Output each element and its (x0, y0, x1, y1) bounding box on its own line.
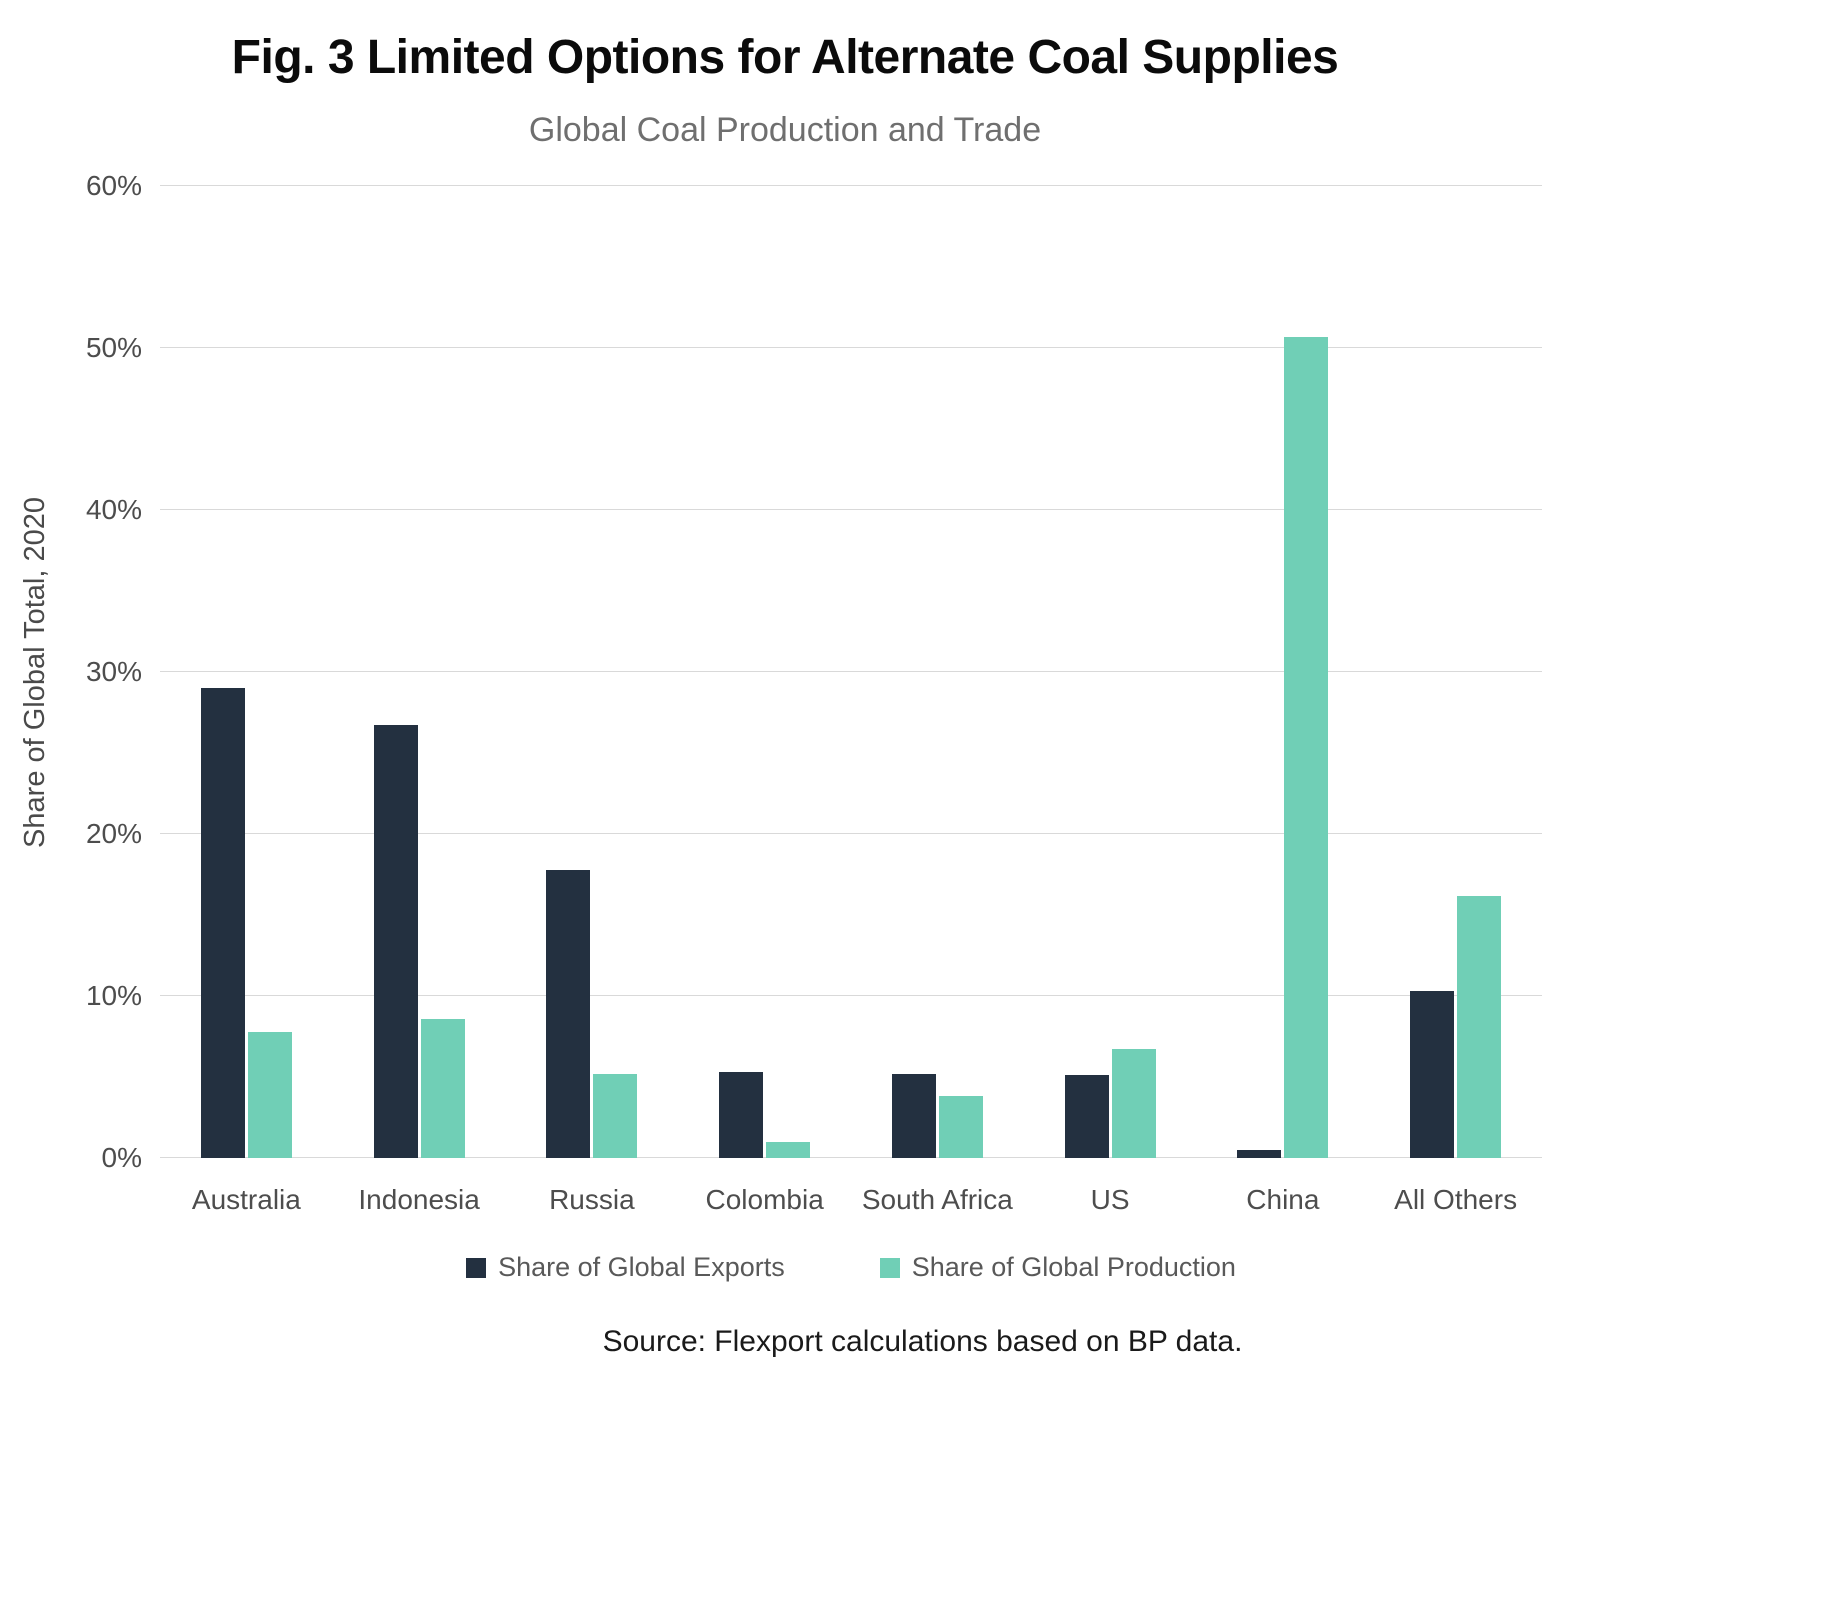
x-tick-label: South Africa (861, 1184, 1013, 1215)
bar-south-africa-exports (891, 1073, 936, 1158)
x-tick-label: Australia (191, 1184, 301, 1215)
bar-australia-production (247, 1031, 292, 1158)
legend-item: Share of Global Exports (466, 1252, 785, 1283)
y-tick-label: 60% (85, 170, 142, 201)
gridline (160, 509, 1542, 511)
bar-russia-production (593, 1073, 638, 1158)
legend-item: Share of Global Production (879, 1252, 1236, 1283)
legend-label: Share of Global Production (911, 1252, 1236, 1282)
chart-body: Share of Global Total, 2020 0% 10% 20% 30% 4… (0, 170, 1845, 1173)
figure-title: Fig. 3 Limited Options for Alternate Coa… (231, 31, 1339, 84)
bar-south-africa-production (938, 1096, 983, 1158)
y-tick-label: 20% (85, 818, 142, 850)
bar-all-others-production (1457, 895, 1502, 1158)
gridline (160, 185, 1542, 186)
bar-china-exports (1237, 1149, 1282, 1158)
bar-group-all-others (1369, 186, 1542, 1158)
gridline (160, 995, 1542, 997)
source-note: Source: Flexport calculations based on B… (602, 1325, 1243, 1358)
x-tick-label: US (1090, 1184, 1130, 1215)
chart-title: Global Coal Production and Trade (528, 111, 1042, 149)
bar-china-production (1284, 336, 1329, 1158)
x-tick-label: Indonesia (358, 1184, 480, 1215)
y-tick-label: 10% (85, 980, 142, 1012)
gridline (160, 1157, 1542, 1158)
y-axis-label: Share of Global Total, 2020 (18, 496, 51, 848)
bar-colombia-exports (719, 1072, 764, 1158)
bar-group-colombia (678, 186, 851, 1158)
gridline (160, 833, 1542, 835)
bar-group-south-africa (851, 186, 1024, 1158)
bar-indonesia-production (420, 1018, 465, 1158)
bar-all-others-exports (1410, 991, 1455, 1158)
x-axis-labels: Australia Indonesia Russia Colombia South Af… (160, 1158, 1542, 1216)
bar-us-production (1111, 1049, 1156, 1158)
figure-header: Fig. 3 Limited Options for Alternate Coa… (0, 30, 1570, 150)
bar-group-australia (160, 186, 333, 1158)
bar-group-us (1024, 186, 1197, 1158)
legend-swatch-icon (879, 1257, 900, 1278)
y-tick-label: 30% (85, 656, 142, 687)
coal-supply-figure: Fig. 3 Limited Options for Alternate Coa… (0, 30, 1845, 1358)
legend: Share of Global Exports Share of Global P… (160, 1252, 1542, 1283)
gridline (160, 347, 1542, 348)
bar-australia-exports (200, 688, 245, 1158)
bar-series (160, 186, 1542, 1158)
gridline (160, 671, 1542, 672)
x-tick-label: All Others (1394, 1184, 1518, 1215)
x-tick-label: Russia (549, 1184, 635, 1215)
x-tick-label: China (1246, 1184, 1320, 1215)
y-tick-label: 50% (85, 332, 142, 363)
bar-indonesia-exports (373, 725, 418, 1158)
y-tick-label: 40% (85, 494, 142, 526)
x-tick-label: Colombia (705, 1184, 824, 1215)
bar-russia-exports (546, 869, 591, 1158)
y-tick-label: 0% (101, 1142, 142, 1173)
bar-colombia-production (766, 1141, 811, 1158)
plot-area: 0% 10% 20% 30% 40% 50% 60% (86, 170, 1542, 1173)
bar-group-russia (506, 186, 679, 1158)
legend-swatch-icon (466, 1257, 487, 1278)
legend-label: Share of Global Exports (498, 1252, 785, 1282)
bar-group-china (1197, 186, 1370, 1158)
y-axis-label-column: Share of Global Total, 2020 (0, 186, 70, 1158)
bar-us-exports (1064, 1075, 1109, 1158)
bar-group-indonesia (333, 186, 506, 1158)
